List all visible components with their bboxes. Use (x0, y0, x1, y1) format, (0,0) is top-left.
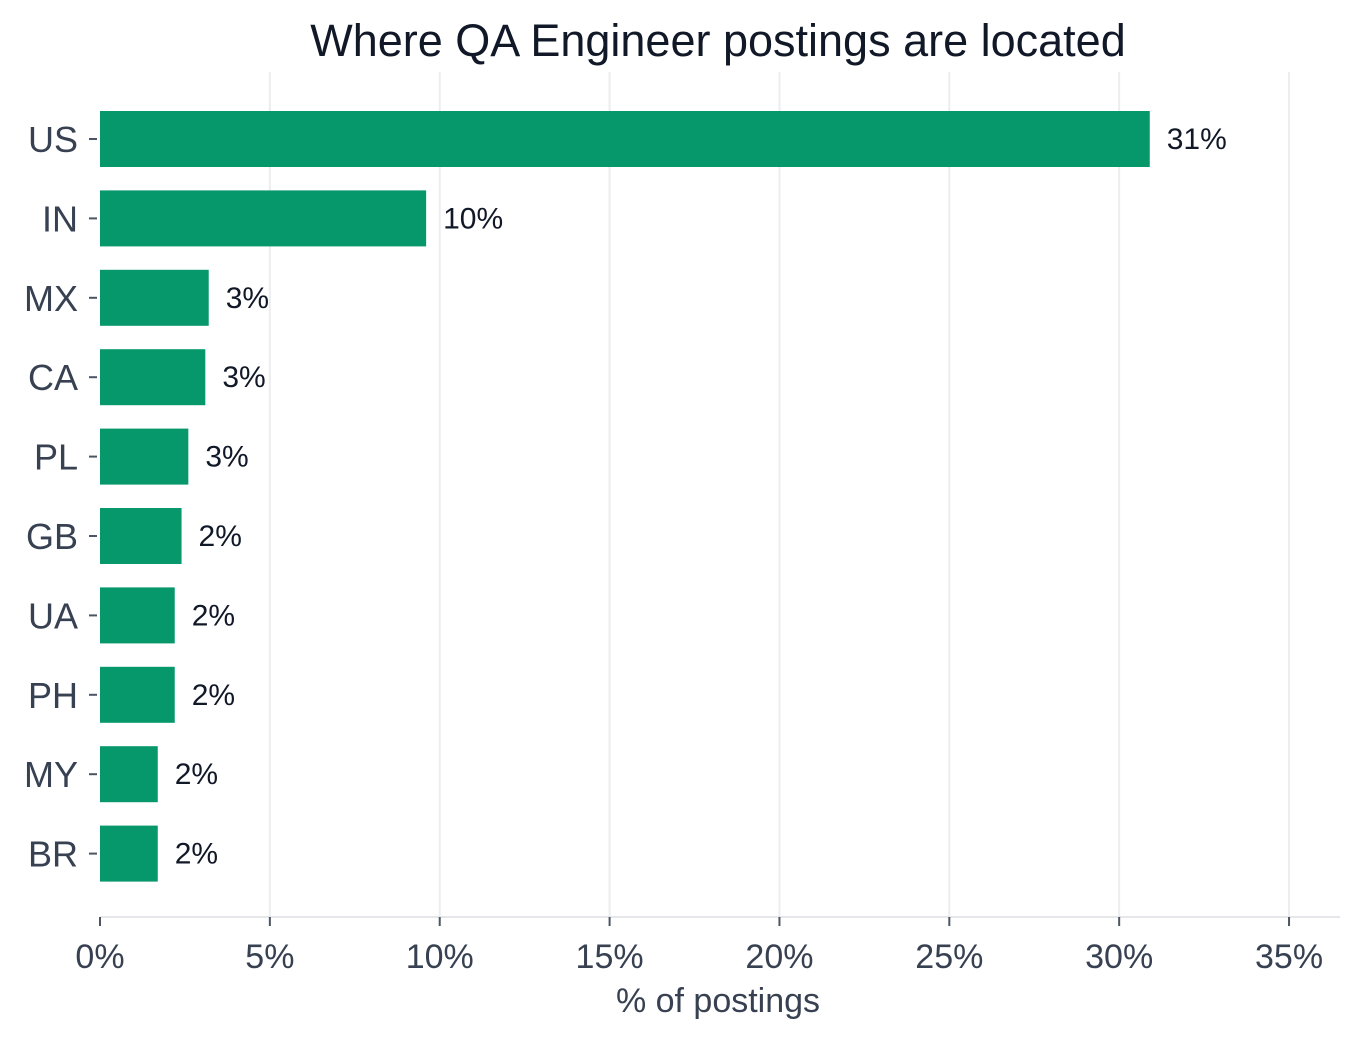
bar-in (100, 190, 427, 247)
data-label-my: 2% (175, 758, 218, 791)
data-label-ca: 3% (222, 361, 265, 394)
data-label-in: 10% (443, 202, 503, 235)
x-tick-label-30: 30% (1085, 938, 1153, 976)
x-tick-label-10: 10% (406, 938, 474, 976)
bar-pl (100, 428, 189, 485)
data-labels: 31% 10% 3% 3% 3% 2% 2% 2% 2% 2% (175, 123, 1227, 871)
chart-title: Where QA Engineer postings are located (310, 15, 1125, 66)
y-tick-label-pl: PL (34, 437, 78, 478)
data-label-us: 31% (1167, 123, 1227, 156)
bar-my (100, 746, 158, 803)
x-tick-label-35: 35% (1255, 938, 1323, 976)
bar-ph (100, 666, 175, 723)
y-tick-label-my: MY (24, 754, 78, 795)
y-axis: US IN MX CA PL GB UA PH MY BR (24, 119, 97, 875)
y-tick-label-br: BR (28, 834, 78, 875)
x-axis: 0% 5% 10% 15% 20% 25% 30% 35% (75, 917, 1323, 976)
x-tick-label-20: 20% (745, 938, 813, 976)
data-label-mx: 3% (226, 282, 269, 315)
data-label-br: 2% (175, 838, 218, 871)
x-tick-label-15: 15% (576, 938, 644, 976)
y-tick-label-us: US (28, 119, 78, 160)
x-tick-label-5: 5% (245, 938, 294, 976)
y-tick-label-ca: CA (28, 357, 78, 398)
bars (100, 111, 1150, 882)
data-label-pl: 3% (205, 441, 248, 474)
y-tick-label-gb: GB (26, 516, 78, 557)
bar-us (100, 111, 1150, 167)
bar-ca (100, 349, 206, 406)
data-label-ua: 2% (192, 599, 235, 632)
bar-ua (100, 587, 175, 644)
bar-br (100, 825, 158, 882)
x-axis-label: % of postings (616, 982, 820, 1020)
y-tick-label-mx: MX (24, 278, 78, 319)
grid-lines (268, 72, 1291, 917)
data-label-gb: 2% (199, 520, 242, 553)
bar-mx (100, 269, 209, 326)
y-tick-label-ua: UA (28, 595, 78, 636)
y-tick-label-in: IN (42, 198, 78, 239)
x-tick-label-0: 0% (75, 938, 124, 976)
y-tick-label-ph: PH (28, 675, 78, 716)
data-label-ph: 2% (192, 679, 235, 712)
x-tick-label-25: 25% (915, 938, 983, 976)
bar-gb (100, 508, 182, 564)
